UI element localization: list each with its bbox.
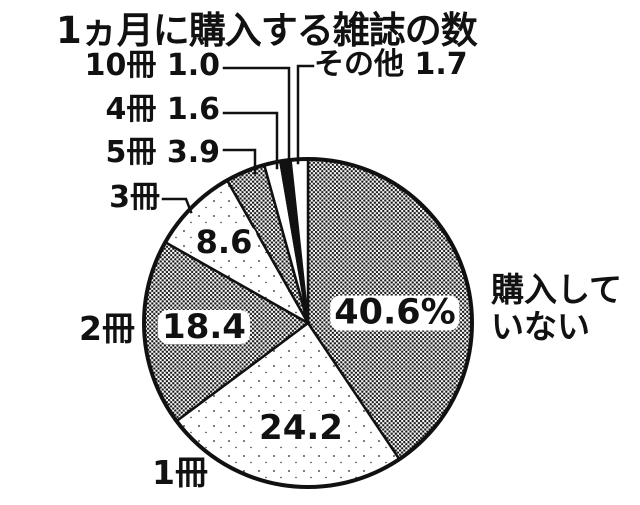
callout-label-10satsu: 10冊 1.0 [84, 48, 220, 83]
leader-line-3satsu [161, 197, 193, 214]
leader-line-sonota [296, 64, 315, 165]
callout-label-5satsu: 5冊 3.9 [105, 135, 220, 170]
slice-label-2satsu: 2冊 [79, 309, 135, 348]
callout-label-sonota: その他 1.7 [314, 47, 468, 82]
leader-line-5satsu [222, 148, 257, 175]
value-label-8-6: 8.6 [191, 226, 257, 258]
slice-label-kounyuu-shiteinai: 購入して いない [491, 270, 623, 347]
callout-label-3satsu: 3冊 [109, 180, 160, 215]
callout-label-4satsu: 4冊 1.6 [105, 92, 220, 127]
value-label-24-2: 24.2 [255, 411, 347, 445]
value-label-18-4: 18.4 [158, 310, 250, 344]
slice-label-1satsu: 1冊 [152, 453, 208, 492]
leader-line-4satsu [222, 111, 279, 170]
chart-title: 1ヵ月に購入する雑誌の数 [56, 9, 478, 52]
value-label-40-6: 40.6% [330, 295, 460, 331]
leader-lines-group [161, 64, 315, 214]
pie-outer-rim [142, 157, 474, 489]
leader-line-10satsu [222, 66, 291, 167]
